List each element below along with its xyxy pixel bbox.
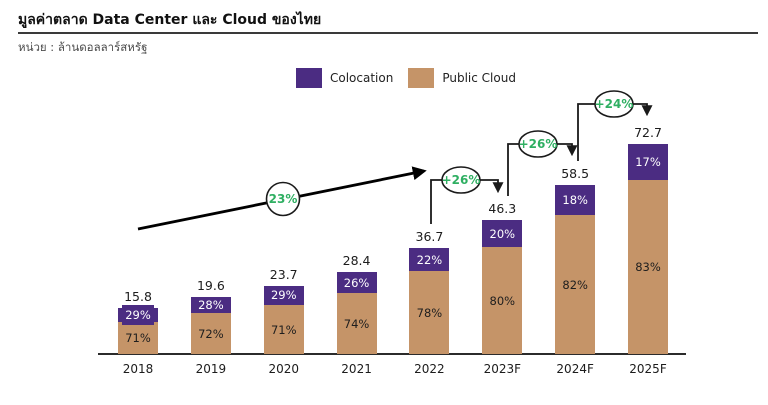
bar-total-label: 23.7 [269,266,298,282]
colocation-segment [628,144,669,180]
public-cloud-percent-label: 74% [343,316,370,331]
unit-note: หน่วย : ล้านดอลลาร์สหรัฐ [18,40,148,54]
x-axis-label: 2019 [195,362,227,376]
x-axis-label: 2020 [268,362,299,376]
public-cloud-segment [336,293,377,354]
colocation-percent-badge: 29% [122,304,154,325]
colocation-swatch [296,68,322,88]
public-cloud-percent-label: 83% [635,259,661,274]
colocation-segment [555,185,596,216]
public-cloud-segment [190,313,231,354]
public-cloud-segment [628,179,669,354]
public-cloud-segment [409,271,450,354]
bar-total-label: 19.6 [196,278,225,294]
public-cloud-percent-label: 78% [416,305,443,320]
x-axis-label: 2023F [483,362,522,376]
colocation-percent-label: 29% [270,288,297,303]
public-cloud-percent-label: 82% [562,277,588,292]
public-cloud-segment [482,247,523,354]
x-axis-label: 2021 [341,362,372,376]
legend-label-colocation: Colocation [330,71,394,85]
x-axis-label: 2024F [556,362,594,376]
colocation-percent-label: 26% [343,275,370,290]
x-axis-line [98,353,686,355]
public-cloud-percent-label: 72% [198,326,224,341]
colocation-percent-label: 18% [562,193,588,208]
colocation-percent-label: 28% [198,298,224,313]
bar-total-label: 28.4 [342,252,371,268]
bar-total-label: 15.8 [124,289,152,305]
public-cloud-segment [118,321,158,354]
public-cloud-percent-label: 71% [270,322,297,337]
page-title: มูลค่าตลาด Data Center และ Cloud ของไทย [18,12,322,28]
legend-label-public-cloud: Public Cloud [442,71,516,85]
colocation-segment [190,297,231,314]
x-axis-label: 2022 [414,362,445,376]
bar-total-label: 46.3 [488,201,517,217]
x-axis-label: 2025F [629,362,667,376]
bar-total-label: 58.5 [561,166,590,182]
public-cloud-percent-label: 80% [489,293,516,308]
colocation-segment [409,248,450,272]
bar-total-label: 72.7 [634,125,662,141]
legend-item-colocation: Colocation [296,68,393,88]
chart-legend: Colocation Public Cloud [296,68,516,88]
colocation-segment [263,285,304,306]
public-cloud-segment [555,215,596,354]
public-cloud-swatch [408,68,435,88]
bar-total-label: 36.7 [415,229,444,244]
public-cloud-segment [263,305,304,354]
colocation-segment [482,220,523,248]
title-underline [18,32,758,34]
colocation-percent-label: 17% [635,154,661,169]
colocation-percent-label: 22% [416,252,443,267]
colocation-segment [336,271,377,294]
public-cloud-percent-label: 71% [125,330,151,345]
x-axis-label: 2018 [122,362,154,376]
legend-item-public-cloud: Public Cloud [408,68,516,88]
colocation-percent-label: 20% [489,226,516,241]
